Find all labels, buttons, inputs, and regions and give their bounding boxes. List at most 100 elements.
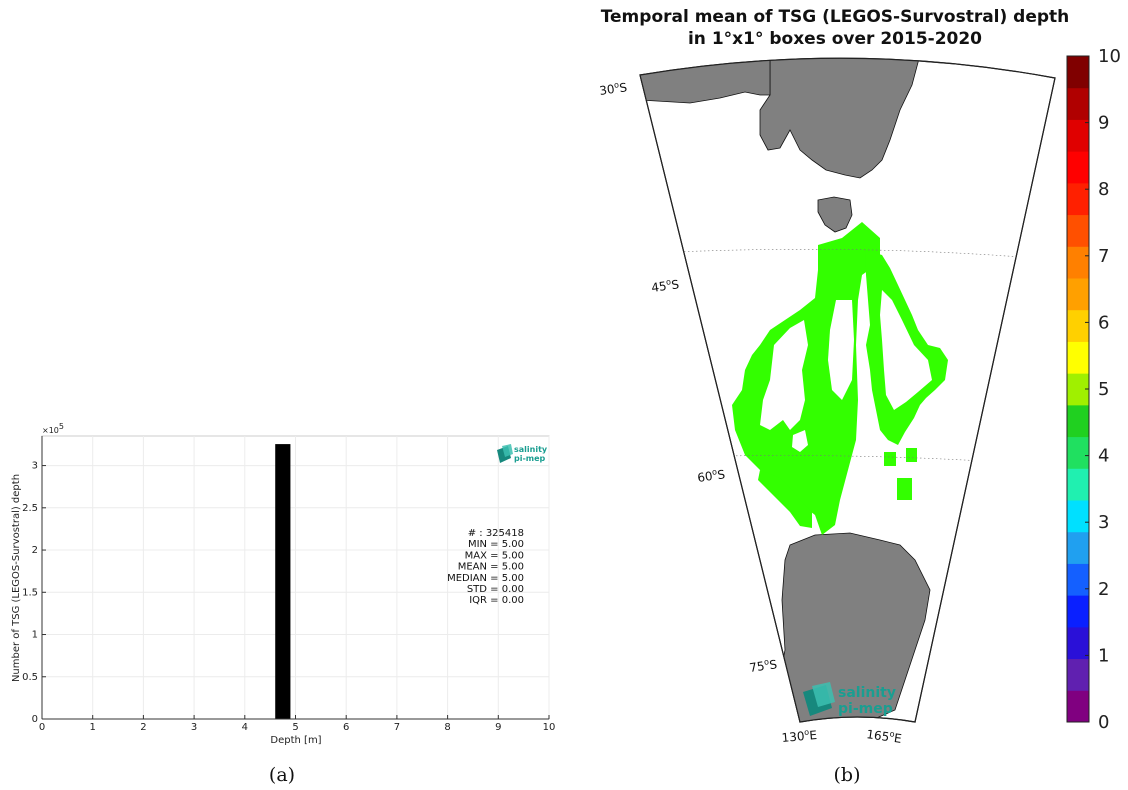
colorbar-segment [1067, 119, 1089, 152]
y-tick-label: 0.5 [22, 672, 38, 683]
map-wedge-outline [639, 57, 1056, 723]
y-tick-label: 0 [32, 714, 38, 725]
colorbar-tick-label: 2 [1098, 579, 1109, 600]
map-coordinate-labels: 30oS 45oS 60oS 75oS 130oE 165oE [598, 79, 903, 746]
land-tasmania [817, 196, 853, 233]
histogram-y-label: Number of TSG (LEGOS-Survostral) depth [11, 474, 22, 682]
map-title-line2: in 1°x1° boxes over 2015-2020 [688, 29, 982, 49]
land-australia [640, 58, 936, 179]
tsg-data-cell [884, 452, 896, 466]
tsg-data-cell [897, 478, 912, 500]
histogram-y-multiplier: ×105 [42, 422, 64, 435]
tsg-data-cell [758, 470, 812, 528]
map-panel: Temporal mean of TSG (LEGOS-Survostral) … [598, 7, 1121, 746]
lat-label: 75oS [748, 656, 778, 675]
histogram-logo: salinity pi-mep [497, 444, 548, 463]
x-tick-label: 7 [394, 722, 400, 733]
lat-label: 60oS [696, 466, 726, 485]
colorbar-segment [1067, 246, 1089, 279]
colorbar-tick-label: 6 [1098, 312, 1109, 333]
lat-label: 45oS [650, 276, 680, 295]
x-tick-label: 9 [495, 722, 501, 733]
colorbar-segment [1067, 341, 1089, 374]
salinity-logo-icon [803, 682, 835, 716]
colorbar-segment [1067, 87, 1089, 120]
x-tick-label: 5 [292, 722, 298, 733]
colorbar-segment [1067, 309, 1089, 342]
colorbar-segment [1067, 214, 1089, 247]
salinity-logo-icon [497, 444, 513, 463]
colorbar-segment [1067, 531, 1089, 564]
x-tick-label: 4 [242, 722, 248, 733]
stat-line: # : 325418 [468, 528, 524, 539]
caption-b: (b) [834, 764, 861, 786]
empty-cell-region [760, 320, 808, 430]
logo-text-pimep: pi-mep [838, 701, 893, 717]
x-tick-label: 10 [543, 722, 556, 733]
tsg-data-cells [732, 222, 948, 535]
stat-line: MEAN = 5.00 [458, 562, 524, 573]
colorbar-segment [1067, 500, 1089, 533]
colorbar-tick-label: 8 [1098, 179, 1109, 200]
lon-label: 130oE [781, 727, 818, 745]
stat-line: MAX = 5.00 [465, 550, 524, 561]
map-logo: salinity pi-mep [803, 682, 896, 717]
colorbar-segment [1067, 56, 1089, 89]
y-tick-label: 2 [32, 545, 38, 556]
histogram-bars [275, 444, 291, 719]
colorbar-tick-label: 4 [1098, 446, 1109, 467]
colorbar-segment [1067, 436, 1089, 469]
y-tick-label: 2.5 [22, 503, 38, 514]
colorbar-segment [1067, 690, 1089, 723]
colorbar-tick-label: 1 [1098, 645, 1109, 666]
map-title-line1: Temporal mean of TSG (LEGOS-Survostral) … [601, 7, 1070, 27]
colorbar-segment [1067, 658, 1089, 691]
colorbar-segment [1067, 151, 1089, 184]
logo-text-salinity: salinity [838, 685, 896, 701]
colorbar-segment [1067, 563, 1089, 596]
y-tick-label: 3 [32, 461, 38, 472]
histogram-x-ticks: 0 1 2 3 4 5 6 7 8 9 10 [39, 715, 556, 733]
colorbar-segment [1067, 278, 1089, 311]
y-tick-label: 1.5 [22, 587, 38, 598]
colorbar-tick-label: 3 [1098, 512, 1109, 533]
lon-label: 165oE [866, 726, 903, 746]
stat-line: MEDIAN = 5.00 [447, 573, 524, 584]
colorbar-segment [1067, 626, 1089, 660]
empty-cell-region [828, 300, 854, 400]
colorbar-segment [1067, 182, 1089, 216]
logo-text-salinity: salinity [514, 445, 548, 454]
x-tick-label: 2 [140, 722, 146, 733]
stat-line: STD = 0.00 [467, 584, 524, 595]
colorbar-tick-label: 9 [1098, 113, 1109, 134]
histogram-panel: 0 1 2 3 4 5 6 7 8 9 10 0 0.5 1 1.5 2 2.5 3 Depth [m] Num… [11, 422, 555, 746]
x-tick-label: 6 [343, 722, 349, 733]
y-tick-label: 1 [32, 630, 38, 641]
empty-cell-region [792, 430, 808, 452]
empty-cell-region [880, 290, 932, 410]
histogram-x-label: Depth [m] [270, 735, 321, 746]
x-tick-label: 1 [90, 722, 96, 733]
colorbar-segment [1067, 373, 1089, 406]
colorbar: 0 1 2 3 4 5 6 7 8 9 10 [1066, 46, 1121, 733]
colorbar-tick-label: 5 [1098, 379, 1109, 400]
x-tick-label: 3 [191, 722, 197, 733]
colorbar-segment [1067, 468, 1089, 501]
histogram-y-ticks: 0 0.5 1 1.5 2 2.5 3 [22, 461, 46, 725]
tsg-data-cell [906, 448, 917, 462]
colorbar-tick-label: 10 [1098, 46, 1121, 67]
colorbar-tick-label: 0 [1098, 712, 1109, 733]
caption-a: (a) [269, 764, 295, 786]
x-tick-label: 8 [444, 722, 450, 733]
colorbar-segment [1067, 595, 1089, 628]
colorbar-tick-label: 7 [1098, 246, 1109, 267]
stat-line: IQR = 0.00 [469, 595, 524, 606]
colorbar-segment [1067, 404, 1089, 438]
histogram-bar [275, 444, 291, 719]
land-antarctica [759, 532, 931, 722]
lat-label: 30oS [598, 79, 628, 98]
x-tick-label: 0 [39, 722, 45, 733]
stat-line: MIN = 5.00 [468, 539, 524, 550]
